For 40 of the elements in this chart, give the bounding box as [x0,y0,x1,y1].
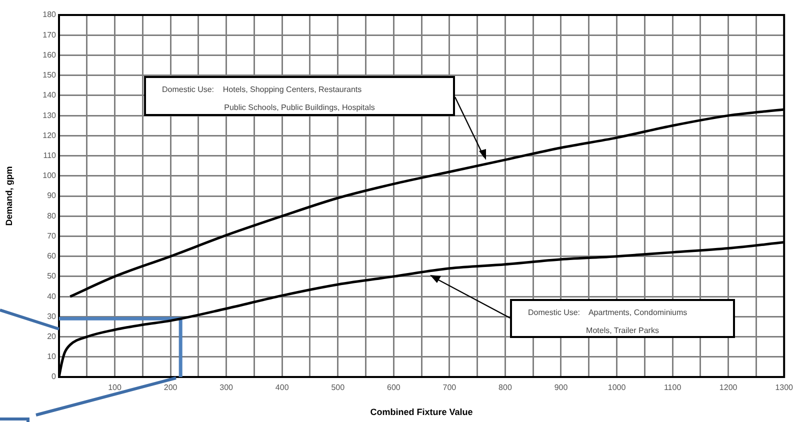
annotation: Public Schools, Public Buildings, Hospitals [223,103,376,113]
x-axis-title: Combined Fixture Value [370,407,473,418]
annotation: Domestic Use: Hotels, Shopping Centers, Restaurants [162,85,362,95]
y-tick-label: 90 [47,191,57,200]
y-tick-label: 180 [42,10,57,20]
y-axis-title: Demand, gpm [4,166,14,226]
y-tick-label: 130 [42,110,57,120]
annotation: Domestic Use: Apartments, Condominiums [528,308,688,318]
x-tick-label: 1300 [775,383,794,392]
x-tick-label: 1000 [608,383,626,392]
y-tick-label: 40 [47,292,57,301]
y-tick-label: 100 [42,171,57,180]
y-tick-label: 110 [43,150,57,160]
y-tick-label: 50 [47,272,57,281]
x-tick-label: 1200 [719,383,738,392]
y-tick-label: 120 [42,130,57,140]
x-tick-label: 700 [442,383,457,392]
y-tick-label: 10 [47,352,57,362]
y-tick-label: 150 [42,70,57,80]
y-tick-label: 170 [42,30,57,40]
y-tick-label: 30 [47,312,57,321]
x-tick-label: 1100 [664,383,682,392]
x-tick-label: 600 [386,383,401,392]
x-tick-label: 300 [220,383,234,392]
y-tick-label: 60 [47,252,57,261]
x-tick-label: 100 [108,383,122,392]
x-tick-label: 500 [331,383,346,392]
y-tick-label: 160 [42,50,57,60]
y-tick-label: 20 [47,332,57,341]
x-tick-label: 900 [554,383,568,392]
y-tick-label: 140 [42,90,57,100]
callout-box: Domestic Use: Apartments, Condominiums Motels, Trailer Parks [510,299,735,338]
y-tick-label: 0 [52,372,57,382]
annotation: Motels, Trailer Parks [585,326,660,336]
y-tick-label: 70 [47,231,57,240]
x-tick-label: 200 [164,383,178,392]
y-tick-label: 80 [47,211,57,220]
x-tick-label: 800 [498,383,512,392]
x-tick-label: 400 [275,383,290,392]
callout-box: Domestic Use: Hotels, Shopping Centers, Restaurants Public Schools, Public Buildings, Hospitals [144,76,455,116]
